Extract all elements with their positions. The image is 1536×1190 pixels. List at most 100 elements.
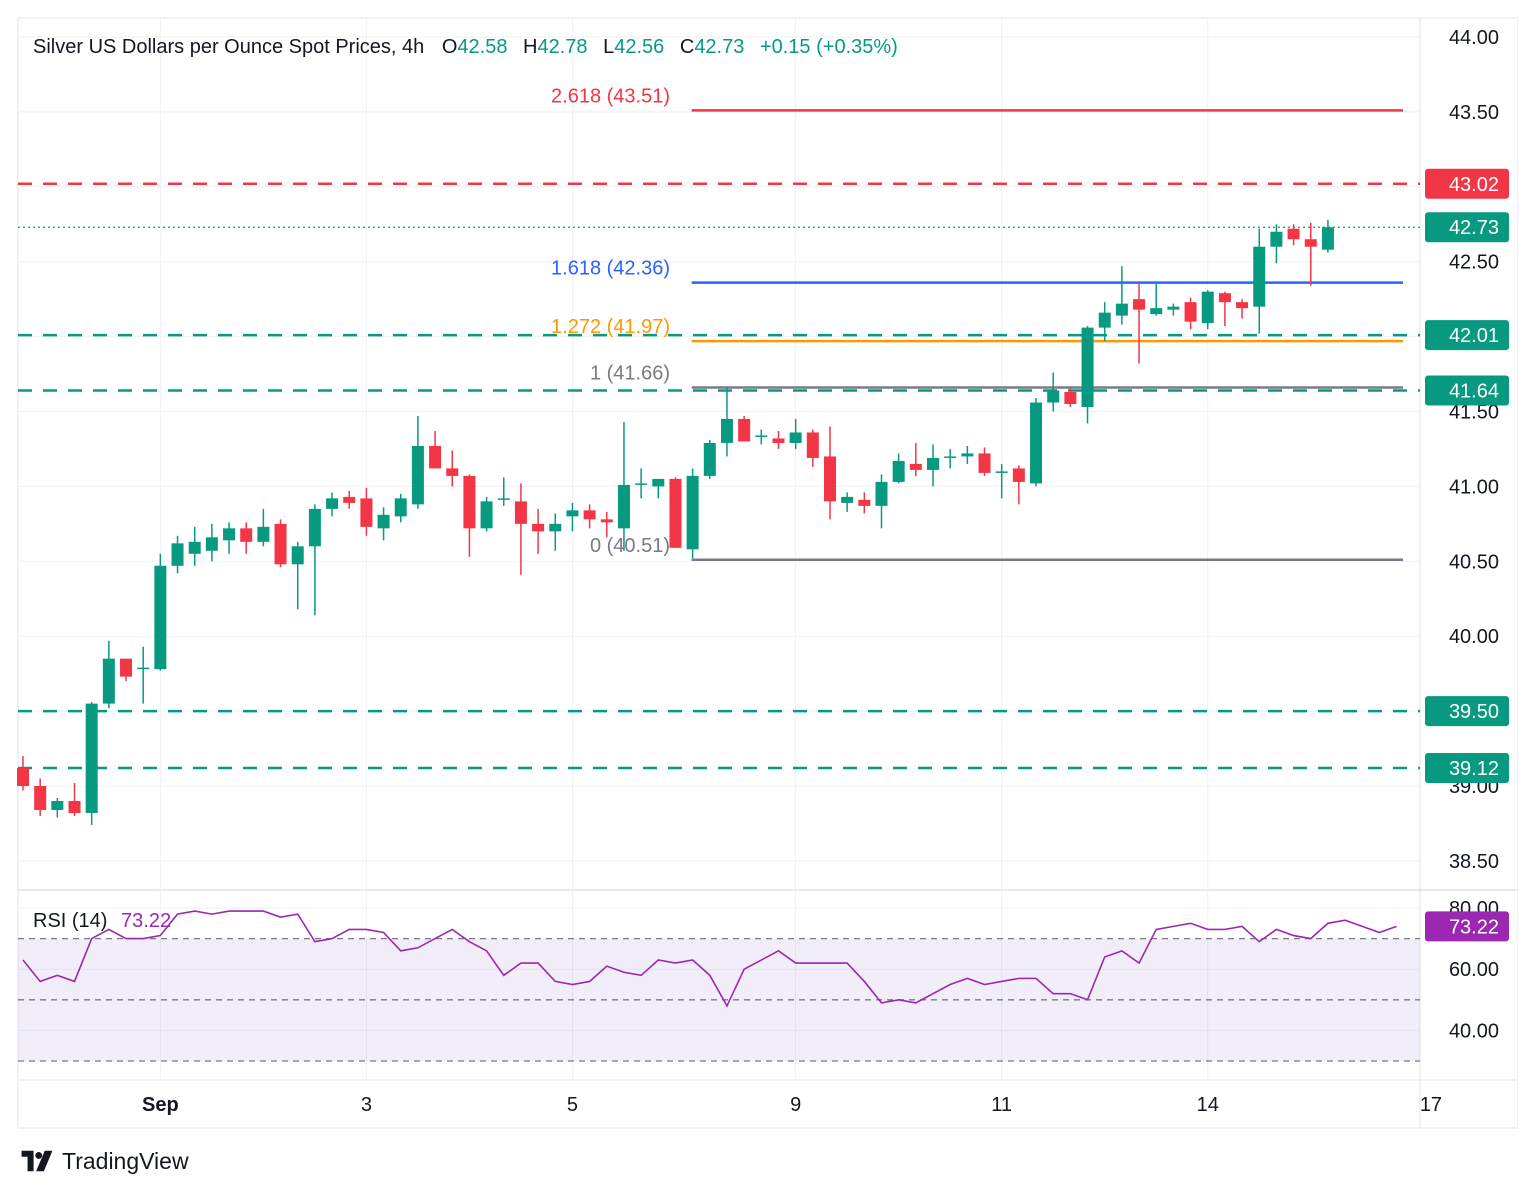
candle[interactable] — [394, 493, 407, 523]
candle[interactable] — [1167, 303, 1180, 316]
candle[interactable] — [274, 519, 287, 568]
candle[interactable] — [308, 504, 321, 616]
candle-body — [17, 768, 29, 786]
candle[interactable] — [188, 526, 201, 566]
candle[interactable] — [1201, 290, 1214, 330]
candle[interactable] — [909, 442, 922, 476]
candle[interactable] — [171, 535, 184, 574]
candle[interactable] — [240, 522, 253, 554]
time-axis[interactable]: Sep 3 5 9 11 14 17 — [142, 0, 1536, 1190]
candle-body — [583, 510, 596, 520]
candle[interactable] — [1270, 224, 1283, 264]
rsi-axis-tag[interactable]: 73.22 — [1425, 911, 1509, 942]
candle[interactable] — [1287, 224, 1300, 246]
candle[interactable] — [1218, 291, 1231, 327]
candle[interactable] — [961, 445, 974, 464]
candle[interactable] — [480, 496, 493, 532]
candle[interactable] — [51, 797, 64, 818]
candle[interactable] — [1012, 465, 1025, 505]
candle[interactable] — [652, 478, 665, 499]
price-axis-tag[interactable]: 42.01 — [1425, 320, 1509, 351]
candle[interactable] — [17, 756, 29, 791]
candle[interactable] — [927, 444, 940, 487]
candle[interactable] — [566, 502, 579, 532]
candle[interactable] — [841, 492, 854, 512]
candle-body — [772, 438, 785, 443]
candle[interactable] — [326, 492, 339, 517]
candle[interactable] — [205, 523, 218, 562]
candle[interactable] — [738, 415, 751, 442]
candle[interactable] — [360, 487, 373, 536]
candle[interactable] — [463, 474, 476, 557]
candle[interactable] — [806, 429, 819, 467]
candle-body — [1064, 392, 1077, 405]
candle[interactable] — [600, 511, 613, 538]
candle[interactable] — [1150, 284, 1163, 316]
candle[interactable] — [34, 778, 47, 816]
candle[interactable] — [1081, 326, 1094, 424]
candle[interactable] — [291, 541, 304, 610]
candle[interactable] — [1133, 282, 1146, 364]
candle[interactable] — [583, 504, 596, 529]
candle[interactable] — [1236, 299, 1249, 319]
price-axis-tag[interactable]: 39.12 — [1425, 753, 1509, 784]
candle[interactable] — [429, 430, 442, 469]
candle[interactable] — [858, 492, 871, 514]
candle[interactable] — [1304, 222, 1317, 286]
candle[interactable] — [446, 450, 459, 487]
candle[interactable] — [892, 453, 905, 484]
candle[interactable] — [1253, 228, 1266, 334]
candle[interactable] — [772, 430, 785, 449]
candle-body — [875, 481, 888, 506]
candle[interactable] — [635, 468, 648, 499]
price-tick-label: 41.00 — [1449, 476, 1499, 498]
candle[interactable] — [995, 463, 1008, 499]
candle[interactable] — [514, 483, 527, 575]
candle[interactable] — [532, 508, 545, 554]
candle[interactable] — [102, 640, 115, 709]
candle[interactable] — [669, 477, 682, 548]
candle[interactable] — [789, 418, 802, 449]
candle[interactable] — [755, 429, 768, 445]
price-candles[interactable] — [17, 219, 1334, 825]
price-axis[interactable]: 44.0043.5042.5041.5041.0040.5040.0039.00… — [1425, 27, 1509, 1042]
candle[interactable] — [497, 477, 510, 506]
candle[interactable] — [823, 426, 836, 520]
candle[interactable] — [411, 415, 424, 509]
candle[interactable] — [1184, 297, 1197, 330]
candle[interactable] — [1030, 398, 1043, 487]
tradingview-brand[interactable]: TradingView — [20, 1144, 189, 1178]
candle[interactable] — [549, 513, 562, 551]
candle[interactable] — [703, 439, 716, 479]
candle[interactable] — [978, 447, 991, 476]
candle[interactable] — [343, 490, 356, 509]
price-axis-tag[interactable]: 43.02 — [1425, 168, 1509, 199]
candle-body — [720, 418, 733, 443]
candle[interactable] — [1064, 387, 1077, 408]
candle[interactable] — [1321, 219, 1334, 253]
candle[interactable] — [720, 387, 733, 457]
candle[interactable] — [257, 508, 270, 547]
candle[interactable] — [617, 421, 630, 551]
price-axis-tag[interactable]: 41.64 — [1425, 375, 1509, 406]
price-axis-tag[interactable]: 42.73 — [1425, 212, 1509, 243]
candle[interactable] — [1047, 372, 1060, 412]
candle[interactable] — [1115, 266, 1128, 325]
candle[interactable] — [154, 553, 167, 671]
candle[interactable] — [875, 474, 888, 529]
candle[interactable] — [85, 702, 98, 825]
candle[interactable] — [120, 658, 133, 682]
candle[interactable] — [137, 646, 150, 704]
candle-body — [961, 453, 974, 457]
candle[interactable] — [68, 783, 81, 816]
candle[interactable] — [377, 507, 390, 541]
candle-body — [1115, 303, 1128, 316]
rsi-label: RSI (14) — [33, 910, 107, 932]
candle[interactable] — [686, 468, 699, 559]
candle[interactable] — [1098, 302, 1111, 342]
candle[interactable] — [944, 448, 957, 469]
candle-body — [1201, 291, 1214, 324]
candle[interactable] — [223, 522, 236, 554]
price-axis-tag[interactable]: 39.50 — [1425, 696, 1509, 727]
